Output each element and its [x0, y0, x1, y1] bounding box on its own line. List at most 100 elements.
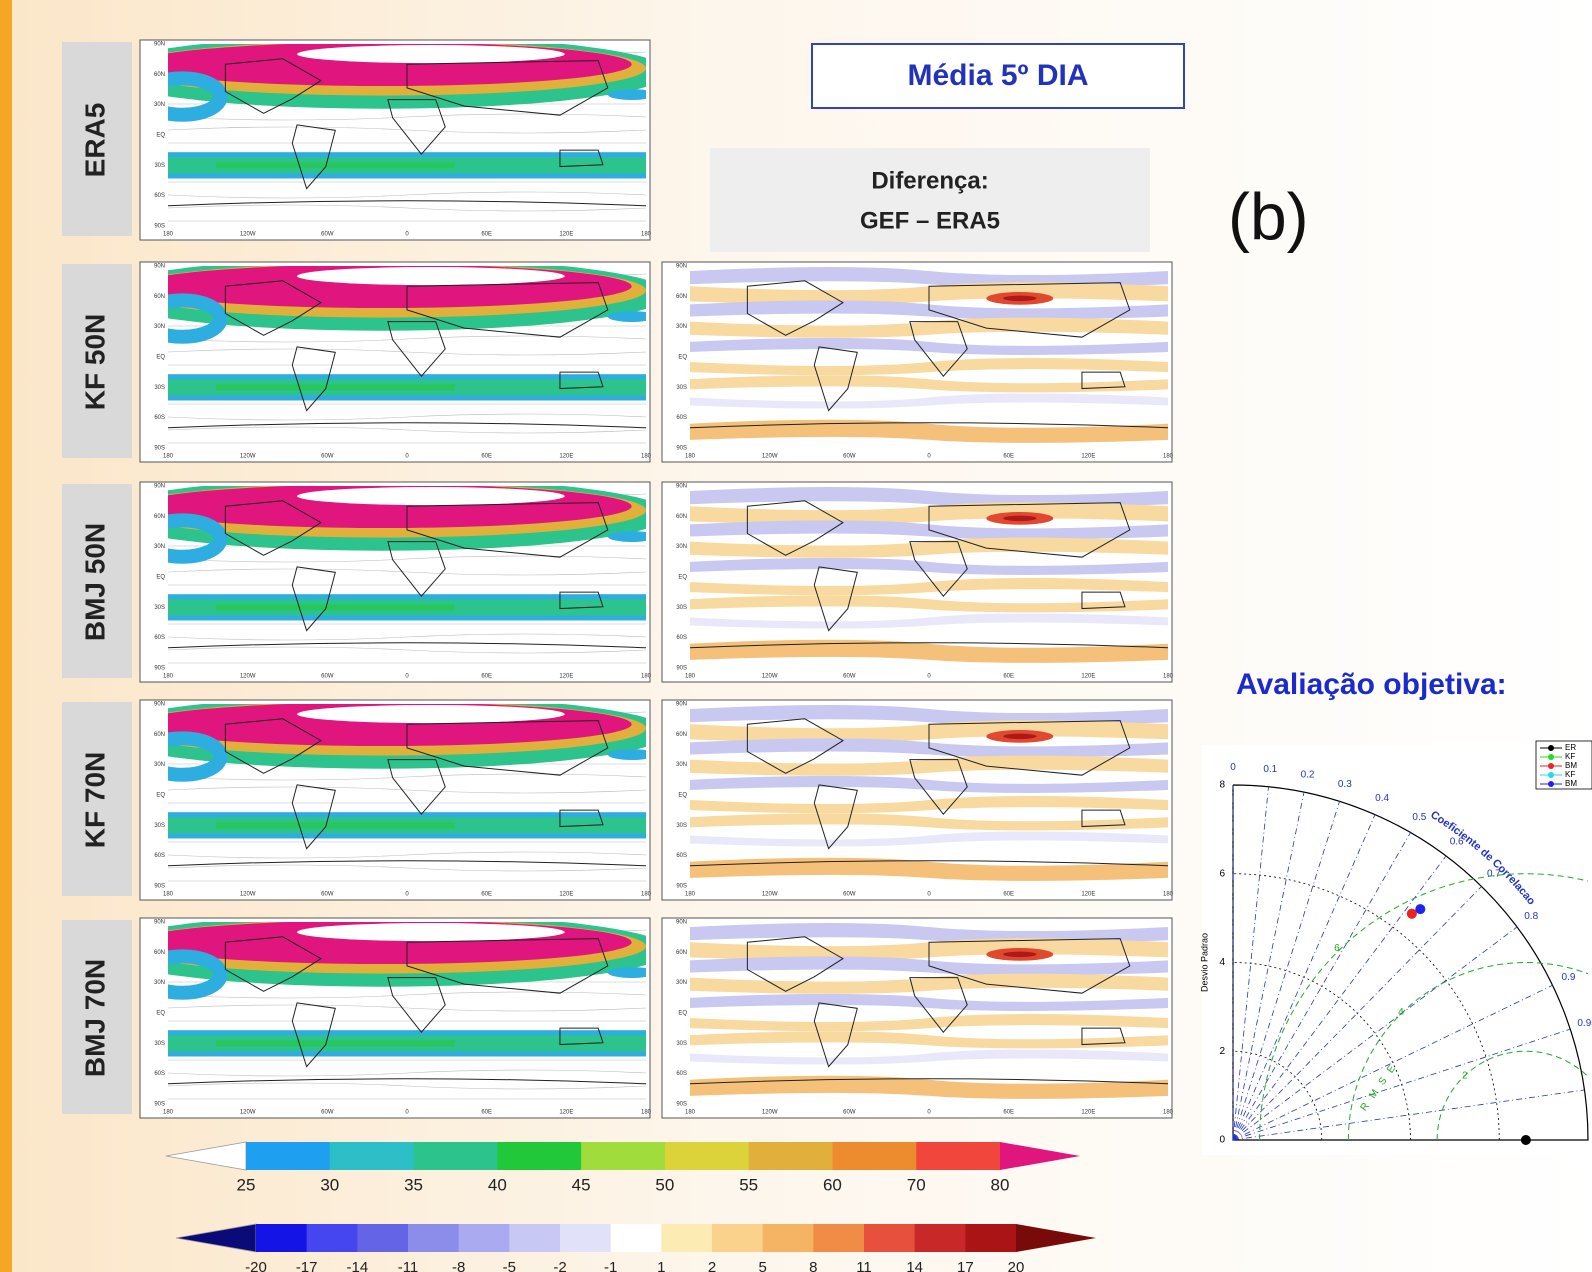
- difference-band: [690, 1031, 1168, 1049]
- lon-label: 60W: [321, 454, 334, 460]
- lon-label: 60W: [843, 454, 856, 460]
- map-area: [690, 923, 1168, 1099]
- map: 90N 60N 30N EQ 30S 60S 90S 180 120W 60W 0 60E 120E 18…: [661, 261, 1174, 463]
- jet-core: [215, 1040, 455, 1047]
- corr-tick-label: 0.2: [1301, 769, 1315, 780]
- contour: [168, 1004, 646, 1012]
- difference-band: [690, 775, 1168, 793]
- map-area: [168, 704, 646, 882]
- coastline: [387, 977, 446, 1033]
- legend-label: BM: [1565, 761, 1577, 770]
- lon-label: 60W: [843, 892, 856, 898]
- colorbar-cell: [509, 1224, 561, 1252]
- colorbar-cell: [832, 1142, 917, 1170]
- lon-label: 180: [163, 1110, 174, 1116]
- contour: [168, 851, 646, 859]
- std-arc: [1232, 873, 1500, 1141]
- difference-band: [690, 755, 1168, 776]
- coastline: [1081, 371, 1126, 390]
- pacific-jet: [607, 89, 646, 101]
- coastline: [1081, 809, 1126, 828]
- contour: [168, 864, 646, 872]
- difference-band: [690, 857, 1168, 881]
- row-label-box: [62, 484, 132, 678]
- contour: [168, 335, 646, 343]
- pacific-jet: [607, 311, 646, 323]
- lon-label: 120E: [559, 1110, 573, 1116]
- lon-label: 180: [163, 232, 174, 238]
- colorbar-tick-label: -17: [296, 1259, 318, 1272]
- coastline: [168, 642, 646, 649]
- lat-label: EQ: [156, 575, 165, 581]
- colorbar-cell: [748, 1142, 833, 1170]
- lon-label: 60E: [481, 674, 492, 680]
- colorbar-cell: [965, 1224, 1017, 1252]
- coastline: [1081, 1027, 1126, 1046]
- corr-line: [1232, 786, 1269, 1141]
- lat-label: 90N: [676, 702, 687, 708]
- lon-label: 0: [927, 454, 931, 460]
- pacific-jet: [607, 531, 646, 543]
- lat-label: 90S: [154, 1102, 165, 1108]
- corr-line: [1232, 832, 1411, 1141]
- corr-tick-label: 0.4: [1375, 793, 1389, 804]
- legend-label: BM: [1565, 779, 1577, 788]
- corr-tick-label: 0.9: [1562, 972, 1576, 983]
- difference-band: [690, 993, 1168, 1011]
- contour: [168, 413, 646, 421]
- lon-label: 180: [641, 232, 652, 238]
- lon-label: 120E: [559, 674, 573, 680]
- lon-label: 60E: [1003, 674, 1014, 680]
- lon-label: 60E: [1003, 892, 1014, 898]
- lat-label: 30N: [676, 762, 687, 768]
- lon-label: 120W: [240, 892, 256, 898]
- row-label: BMJ 70N: [79, 959, 110, 1077]
- lon-label: 60W: [843, 1110, 856, 1116]
- title: Média 5º DIA: [908, 59, 1089, 92]
- contour: [168, 568, 646, 576]
- colorbar-tick-label: -8: [452, 1259, 465, 1272]
- colorbar-cell: [914, 1224, 966, 1252]
- lon-label: 120W: [240, 1110, 256, 1116]
- lon-label: 120E: [559, 454, 573, 460]
- colorbar-tick-label: -11: [398, 1259, 419, 1272]
- lon-label: 120E: [559, 892, 573, 898]
- colorbar-cell: [256, 1224, 308, 1252]
- difference-band: [690, 337, 1168, 355]
- coastline: [909, 759, 968, 815]
- lat-label: 60N: [154, 294, 165, 300]
- row-label: BMJ 50N: [79, 523, 110, 641]
- difference-max-core: [1003, 951, 1037, 958]
- corr-line: [1232, 1028, 1571, 1141]
- map-area: [168, 922, 646, 1100]
- coastline: [559, 149, 604, 168]
- lat-label: 30S: [154, 823, 165, 829]
- coastline: [406, 282, 609, 338]
- lon-label: 180: [685, 454, 696, 460]
- lon-label: 180: [1163, 674, 1174, 680]
- lat-label: 90S: [676, 666, 687, 672]
- legend-label: KF: [1565, 770, 1575, 779]
- difference-band: [690, 393, 1168, 409]
- map: 90N 60N 30N EQ 30S 60S 90S 180 120W 60W 0 60E 120E 18…: [139, 917, 652, 1119]
- lat-label: 90S: [154, 884, 165, 890]
- lat-label: 30N: [154, 324, 165, 330]
- lon-label: 120E: [1081, 892, 1095, 898]
- lat-label: 60S: [154, 1071, 165, 1077]
- lon-label: 180: [641, 892, 652, 898]
- coastline: [168, 860, 646, 867]
- colorbar-cell: [306, 1224, 358, 1252]
- lon-label: 0: [405, 232, 409, 238]
- colorbar-cell: [329, 1142, 415, 1170]
- lon-label: 60W: [321, 674, 334, 680]
- coastline: [928, 282, 1131, 338]
- difference-box: [710, 148, 1150, 252]
- lon-label: 120W: [762, 892, 778, 898]
- lat-label: 90S: [154, 666, 165, 672]
- coastline: [559, 1027, 604, 1046]
- contour: [168, 773, 646, 781]
- difference-band: [690, 1049, 1168, 1065]
- colorbar-tick-label: 45: [572, 1175, 591, 1194]
- lat-label: 60N: [154, 514, 165, 520]
- colorbar-tick-label: 70: [907, 1175, 926, 1194]
